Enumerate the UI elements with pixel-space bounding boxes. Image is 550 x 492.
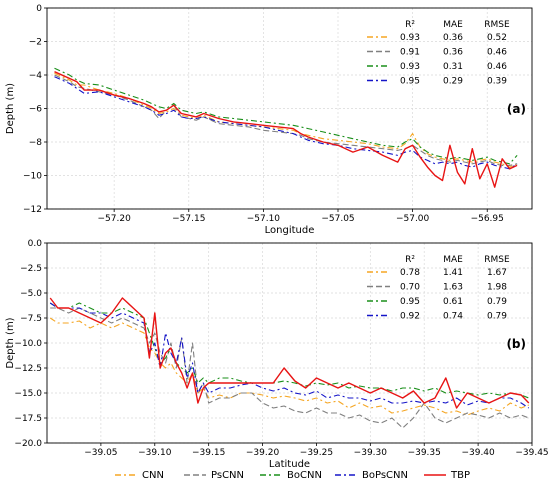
x-tick-label: −39.30 — [354, 448, 388, 458]
x-tick-label: −39.25 — [300, 448, 333, 458]
legend-label-tbp: TBP — [450, 470, 470, 481]
y-tick-label: −10 — [23, 172, 42, 182]
x-tick-label: −39.45 — [515, 448, 548, 458]
stats-value: 0.95 — [400, 297, 420, 307]
series-line-bocnn — [54, 67, 518, 165]
stats-header: R² — [405, 255, 415, 265]
stats-value: 0.61 — [443, 297, 463, 307]
chart-panel-1: −39.05 −39.10 −39.15 −39.20 −39.25 −39.30 −39.… — [5, 239, 549, 470]
panel-label: (a) — [507, 102, 526, 116]
stats-value: 0.36 — [443, 48, 463, 58]
series-line-pscnn — [50, 307, 530, 429]
stats-header: RMSE — [484, 20, 510, 30]
x-tick-label: −39.05 — [84, 448, 117, 458]
y-axis-label: Depth (m) — [5, 317, 16, 368]
stats-header: R² — [405, 20, 415, 30]
y-tick-label: −8 — [29, 138, 43, 148]
series-line-tbp — [49, 297, 530, 409]
series-line-bopscnn — [54, 76, 518, 170]
y-tick-label: −6 — [29, 105, 43, 115]
y-tick-label: −12.5 — [14, 364, 42, 374]
stats-value: 0.29 — [443, 77, 463, 87]
stats-value: 0.46 — [487, 48, 507, 58]
stats-value: 1.63 — [443, 283, 463, 293]
stats-value: 0.95 — [400, 77, 420, 87]
x-tick-label: −39.20 — [246, 448, 280, 458]
x-tick-label: −57.00 — [396, 214, 430, 224]
stats-value: 0.52 — [487, 33, 507, 43]
legend-label-bopscnn: BoPsCNN — [362, 470, 408, 481]
stats-value: 0.79 — [487, 312, 507, 322]
x-tick-label: −57.10 — [247, 214, 281, 224]
x-tick-label: −57.05 — [321, 214, 354, 224]
stats-header: MAE — [443, 20, 463, 30]
chart-panel-0: −57.20 −57.15 −57.10 −57.05 −57.00 −56.95 0 −2 −… — [5, 4, 533, 236]
stats-value: 0.79 — [487, 297, 507, 307]
legend-label-pscnn: PsCNN — [211, 470, 244, 481]
stats-value: 0.70 — [400, 283, 420, 293]
stats-value: 1.41 — [443, 268, 463, 278]
x-axis-label: Latitude — [269, 459, 310, 470]
panel-label: (b) — [506, 337, 526, 351]
stats-value: 0.36 — [443, 33, 463, 43]
x-tick-label: −57.15 — [172, 214, 205, 224]
x-tick-label: −56.95 — [471, 214, 504, 224]
y-tick-label: −12 — [23, 205, 42, 215]
stats-value: 0.31 — [443, 62, 463, 72]
series-line-cnn — [49, 317, 530, 416]
x-tick-label: −39.15 — [192, 448, 225, 458]
stats-value: 1.98 — [487, 283, 507, 293]
x-tick-label: −57.20 — [97, 214, 131, 224]
y-tick-label: −20.0 — [14, 439, 42, 449]
stats-value: 0.74 — [443, 312, 463, 322]
x-tick-label: −39.10 — [138, 448, 172, 458]
y-tick-label: −15.0 — [14, 389, 42, 399]
y-tick-label: −2.5 — [20, 264, 42, 274]
legend-label-bocnn: BoCNN — [287, 470, 322, 481]
series-line-cnn — [54, 72, 518, 168]
y-tick-label: −5.0 — [20, 289, 42, 299]
y-tick-label: −4 — [29, 71, 43, 81]
y-axis-label: Depth (m) — [5, 83, 16, 134]
series-line-pscnn — [54, 74, 518, 166]
stats-value: 0.92 — [400, 312, 420, 322]
y-tick-label: −10.0 — [14, 339, 42, 349]
stats-value: 0.78 — [400, 268, 420, 278]
stats-header: RMSE — [484, 255, 510, 265]
stats-value: 0.93 — [400, 62, 420, 72]
x-tick-label: −39.35 — [408, 448, 441, 458]
stats-value: 1.67 — [487, 268, 507, 278]
y-tick-label: −2 — [29, 38, 42, 48]
legend: CNN PsCNN BoCNN BoPsCNN TBP — [115, 470, 470, 481]
stats-value: 0.93 — [400, 33, 420, 43]
y-tick-label: −7.5 — [20, 314, 42, 324]
y-tick-label: 0.0 — [28, 239, 43, 249]
stats-header: MAE — [443, 255, 463, 265]
stats-value: 0.39 — [487, 77, 507, 87]
stats-value: 0.91 — [400, 48, 420, 58]
x-tick-label: −39.40 — [461, 448, 495, 458]
series-line-bopscnn — [49, 302, 530, 409]
y-tick-label: −17.5 — [14, 414, 42, 424]
x-axis-label: Longitude — [265, 225, 315, 236]
stats-value: 0.46 — [487, 62, 507, 72]
series-line-tbp — [54, 71, 518, 188]
legend-label-cnn: CNN — [142, 470, 164, 481]
y-tick-label: 0 — [36, 4, 42, 14]
